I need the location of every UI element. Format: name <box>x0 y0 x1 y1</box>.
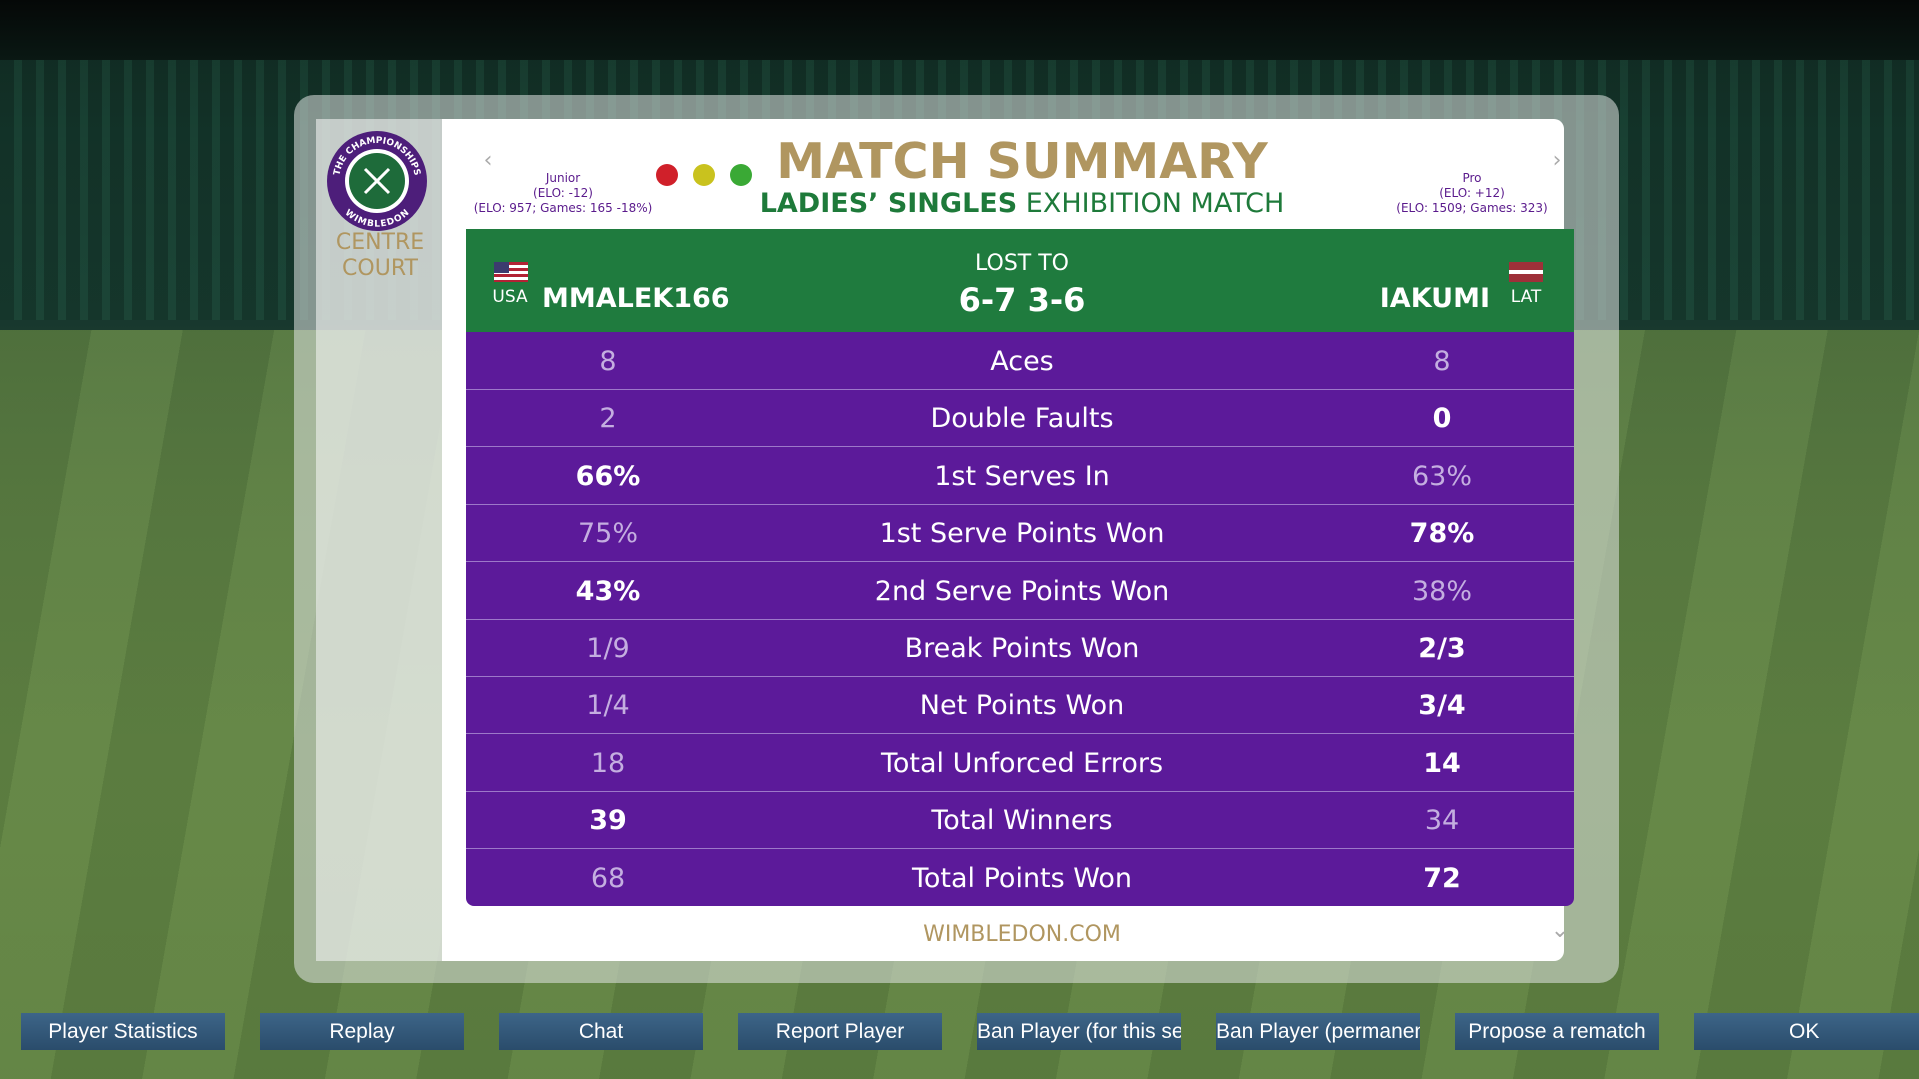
left-value: 68 <box>590 862 626 894</box>
subtitle-bold: LADIES’ SINGLES <box>759 188 1018 219</box>
elo-info: (ELO: 1509; Games: 323) <box>1396 201 1548 215</box>
scroll-down[interactable]: ⌄ <box>1550 918 1570 943</box>
right-value: 63% <box>1411 460 1473 492</box>
stat-label: 1st Serve Points Won <box>879 518 1165 550</box>
right-value: 72 <box>1423 862 1461 894</box>
stat-label: Net Points Won <box>919 690 1125 722</box>
stat-label: Double Faults <box>930 403 1114 435</box>
left-player-info: Junior (ELO: -12) (ELO: 957; Games: 165 … <box>474 171 653 216</box>
logo-column <box>316 119 442 961</box>
left-value: 39 <box>589 805 627 837</box>
stat-row: 43% 2nd Serve Points Won 38% <box>466 562 1574 620</box>
stat-label: 1st Serves In <box>934 460 1110 492</box>
court-name: COURT <box>342 256 418 281</box>
right-value: 2/3 <box>1418 633 1466 664</box>
elo-change: (ELO: -12) <box>533 186 593 200</box>
stat-label: Total Winners <box>931 805 1113 837</box>
country: LAT <box>1510 287 1542 307</box>
action-button[interactable]: Ban Player (for this session) <box>977 1013 1181 1050</box>
elo-info: (ELO: 957; Games: 165 -18%) <box>473 201 653 215</box>
stats-table: 8 Aces 8 2 Double Faults 0 66% 1st Serves In 63%… <box>466 332 1574 906</box>
next-arrow[interactable]: › <box>1552 148 1562 173</box>
stat-label: Break Points Won <box>904 633 1140 664</box>
action-button[interactable]: Propose a rematch <box>1455 1013 1659 1050</box>
left-value: 66% <box>575 460 641 492</box>
stat-row: 1/4 Net Points Won 3/4 <box>466 676 1574 735</box>
stat-label: 2nd Serve Points Won <box>874 575 1170 607</box>
action-button[interactable]: Report Player <box>738 1013 942 1050</box>
prev-arrow[interactable]: ‹ <box>483 148 493 173</box>
stat-row: 75% 1st Serve Points Won 78% <box>466 504 1574 563</box>
stat-label: Aces <box>990 346 1054 377</box>
left-value: 18 <box>590 747 626 779</box>
right-value: 14 <box>1423 747 1461 779</box>
right-value: 38% <box>1411 575 1473 607</box>
footer-link[interactable]: WIMBLEDON.COM <box>923 922 1121 947</box>
right-value: 3/4 <box>1418 690 1466 722</box>
stat-row: 18 Total Unforced Errors 14 <box>466 734 1574 792</box>
stat-label: Total Points Won <box>911 862 1133 894</box>
left-value: 8 <box>599 346 617 377</box>
title: MATCH SUMMARY <box>776 133 1268 190</box>
right-player-info: Pro (ELO: +12) (ELO: 1509; Games: 323) <box>1396 171 1547 216</box>
stat-label: Total Unforced Errors <box>880 747 1164 779</box>
left-value: 1/4 <box>586 690 630 722</box>
rating-icons <box>656 164 752 186</box>
stat-row: 8 Aces 8 <box>466 332 1574 390</box>
left-value: 2 <box>599 403 617 435</box>
right-value: 78% <box>1409 518 1475 550</box>
thumb-up[interactable] <box>730 164 752 186</box>
court-name: CENTRE <box>335 230 425 255</box>
lat-flag <box>1509 262 1543 282</box>
elo-change: (ELO: +12) <box>1439 186 1505 200</box>
action-button[interactable]: Ban Player (permanently) <box>1216 1013 1420 1050</box>
left-value: 75% <box>577 518 639 550</box>
stat-row: 1/9 Break Points Won 2/3 <box>466 619 1574 677</box>
subtitle: LADIES’ SINGLES EXHIBITION MATCH <box>760 188 1285 219</box>
thumb-down[interactable] <box>656 164 678 186</box>
subtitle-rest: EXHIBITION MATCH <box>1025 188 1285 219</box>
player-name: IAKUMI <box>1379 283 1490 314</box>
stat-row: 68 Total Points Won 72 <box>466 849 1574 906</box>
level: Junior <box>545 171 581 185</box>
score: 6-7 3-6 <box>958 281 1086 319</box>
right-value: 34 <box>1424 805 1460 837</box>
stat-row: 66% 1st Serves In 63% <box>466 447 1574 505</box>
result-status: LOST TO <box>975 251 1069 276</box>
stat-row: 39 Total Winners 34 <box>466 791 1574 850</box>
player-name: MMALEK166 <box>542 283 730 314</box>
country: USA <box>492 287 528 307</box>
rackets <box>363 167 391 195</box>
action-button[interactable]: Chat <box>499 1013 703 1050</box>
usa-flag <box>494 262 528 282</box>
action-button[interactable]: OK <box>1694 1013 1919 1050</box>
action-button[interactable]: Replay <box>260 1013 464 1050</box>
level: Pro <box>1462 171 1482 185</box>
action-button[interactable]: Player Statistics <box>21 1013 225 1050</box>
thumb-neutral[interactable] <box>693 164 715 186</box>
result-bar: USA MMALEK166 LOST TO 6-7 3-6 IAKUMI LAT <box>466 229 1574 332</box>
wimbledon-logo: THE CHAMPIONSHIPS WIMBLEDON <box>327 131 427 231</box>
right-value: 8 <box>1433 346 1451 377</box>
stat-row: 2 Double Faults 0 <box>466 389 1574 448</box>
right-value: 0 <box>1432 403 1452 435</box>
left-value: 1/9 <box>586 633 630 664</box>
left-value: 43% <box>575 575 641 607</box>
